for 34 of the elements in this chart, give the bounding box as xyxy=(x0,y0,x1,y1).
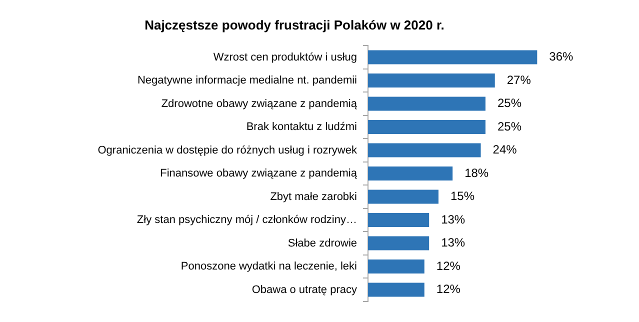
y-tick-label: Zły stan psychiczny mój / członków rodziny… xyxy=(136,214,357,226)
bar xyxy=(368,260,424,274)
chart-title: Najczęstsze powody frustracji Polaków w 2020 r. xyxy=(144,17,444,32)
y-tick-label: Obawa o utratę pracy xyxy=(252,284,358,296)
y-tick-label: Zdrowotne obawy związane z pandemią xyxy=(161,98,358,110)
bar xyxy=(368,282,424,297)
data-label: 13% xyxy=(441,236,466,250)
data-label: 18% xyxy=(464,166,489,180)
bar xyxy=(368,213,430,227)
bar xyxy=(368,143,481,158)
y-tick-label: Wzrost cen produktów i usług xyxy=(213,51,357,64)
y-tick-label: Zbyt małe zarobki xyxy=(270,190,357,203)
y-tick-label: Brak kontaktu z ludźmi xyxy=(246,121,357,134)
bar xyxy=(368,166,453,180)
y-tick-label: Ponoszone wydatki na leczenie, leki xyxy=(180,260,357,273)
bar xyxy=(368,236,430,250)
data-label: 15% xyxy=(450,189,475,204)
data-label: 24% xyxy=(492,142,518,157)
y-tick-label: Finansowe obawy związane z pandemią xyxy=(160,168,358,180)
bar xyxy=(368,190,438,204)
data-label: 27% xyxy=(506,72,532,87)
data-label: 25% xyxy=(497,119,522,134)
y-tick-label: Ograniczenia w dostępie do różnych usług i rozrywek xyxy=(98,144,358,156)
data-label: 12% xyxy=(436,258,461,273)
data-label: 25% xyxy=(497,96,522,110)
y-tick-label: Negatywne informacje medialne nt. pandemii xyxy=(137,74,357,87)
data-label: 12% xyxy=(436,282,461,296)
bar xyxy=(368,74,495,88)
y-tick-label: Słabe zdrowie xyxy=(288,237,357,250)
data-label: 13% xyxy=(441,212,466,226)
bar xyxy=(368,96,486,111)
bar xyxy=(368,50,538,64)
data-label: 36% xyxy=(549,50,574,64)
bar xyxy=(368,120,486,134)
